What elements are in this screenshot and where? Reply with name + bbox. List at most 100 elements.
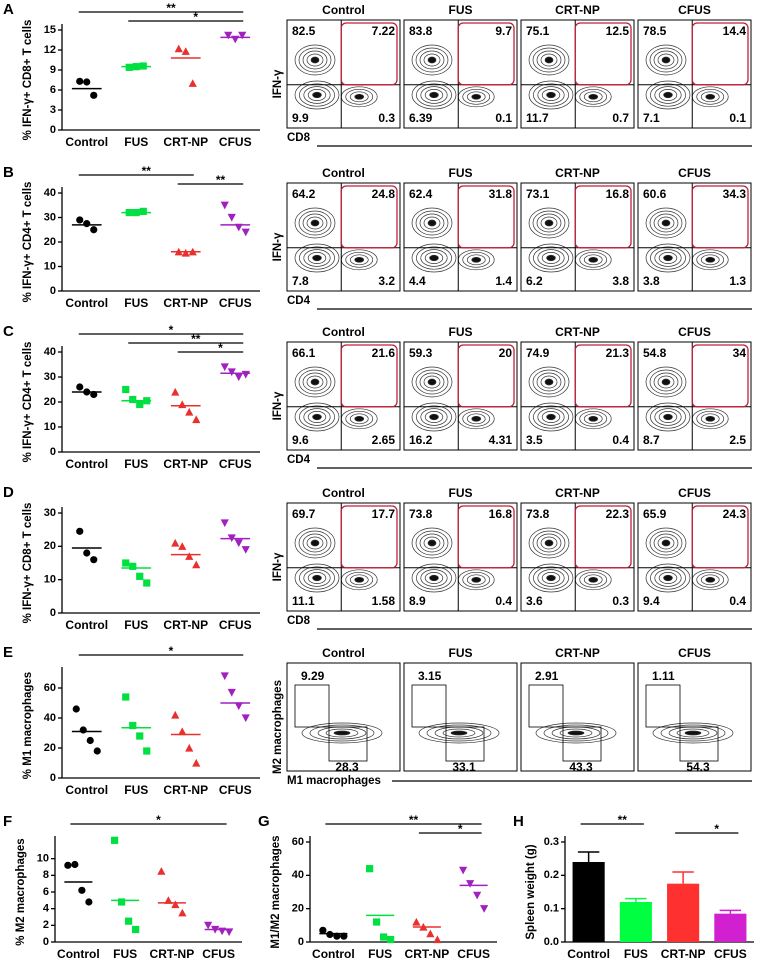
quadrant-value: 1.58 bbox=[372, 594, 396, 608]
contour bbox=[528, 207, 570, 239]
contour bbox=[423, 216, 441, 230]
data-point bbox=[238, 31, 247, 40]
panel-letter: G bbox=[258, 813, 270, 830]
gate bbox=[340, 185, 398, 249]
contour bbox=[540, 375, 558, 389]
y-tick-label: 9 bbox=[50, 64, 56, 76]
contour bbox=[312, 91, 322, 99]
contour bbox=[645, 402, 691, 432]
flow-title: CRT-NP bbox=[555, 325, 600, 339]
data-point bbox=[122, 559, 130, 567]
contour bbox=[583, 91, 603, 103]
quadrant-value: 34.3 bbox=[723, 187, 747, 201]
gate-value: 28.3 bbox=[335, 760, 359, 774]
y-axis-label: M1/M2 macrophages bbox=[270, 835, 282, 948]
flow-box bbox=[637, 341, 752, 451]
data-point bbox=[204, 921, 213, 930]
contour bbox=[696, 571, 725, 588]
quadrant-value: 64.2 bbox=[292, 187, 316, 201]
data-point bbox=[326, 930, 334, 939]
data-point bbox=[122, 693, 130, 701]
quadrant-value: 34 bbox=[733, 346, 747, 360]
contour bbox=[354, 415, 365, 422]
contour bbox=[536, 213, 562, 233]
flow-box bbox=[520, 341, 635, 451]
x-tick-label: CFUS bbox=[457, 947, 490, 961]
data-point bbox=[129, 721, 137, 730]
quadrant-value: 21.6 bbox=[372, 346, 396, 360]
flow-box bbox=[403, 19, 518, 129]
contour bbox=[663, 254, 673, 262]
gate bbox=[340, 22, 398, 86]
flow-box bbox=[403, 341, 518, 451]
contour bbox=[299, 246, 335, 270]
panel-letter: C bbox=[3, 323, 14, 340]
contour bbox=[312, 254, 322, 262]
contour bbox=[654, 569, 682, 587]
contour bbox=[657, 375, 675, 389]
contour bbox=[650, 83, 686, 107]
y-tick-label: 20 bbox=[44, 540, 56, 552]
quadrant-value: 1.4 bbox=[495, 274, 512, 288]
data-point bbox=[473, 891, 482, 900]
contour bbox=[583, 254, 603, 266]
contour bbox=[312, 413, 322, 421]
contour bbox=[418, 722, 500, 744]
y-tick-label: 0.2 bbox=[544, 869, 559, 881]
contour bbox=[299, 566, 335, 590]
flow-title: FUS bbox=[449, 486, 473, 500]
data-point bbox=[139, 207, 147, 215]
contour bbox=[450, 730, 468, 736]
quadrant-value: 11.1 bbox=[292, 594, 315, 608]
data-point bbox=[373, 918, 381, 926]
data-point bbox=[220, 672, 229, 681]
x-tick-label: FUS bbox=[368, 947, 392, 961]
gate bbox=[457, 22, 515, 86]
contour bbox=[579, 571, 608, 588]
contour bbox=[583, 413, 603, 425]
y-tick-label: 0.3 bbox=[544, 836, 559, 848]
contour bbox=[416, 246, 452, 270]
contour bbox=[579, 88, 608, 105]
x-tick-label: CFUS bbox=[219, 135, 252, 149]
contour bbox=[663, 413, 673, 421]
contour bbox=[536, 50, 562, 70]
contour bbox=[306, 216, 324, 230]
contour bbox=[301, 722, 383, 744]
contour bbox=[676, 728, 710, 738]
quadrant-value: 3.8 bbox=[612, 274, 629, 288]
contour bbox=[298, 210, 332, 236]
y-tick-label: 10 bbox=[44, 574, 56, 586]
significance-label: ** bbox=[166, 1, 176, 15]
y-tick-label: 40 bbox=[44, 712, 56, 724]
contour bbox=[349, 413, 369, 425]
contour bbox=[536, 372, 562, 392]
quadrant-value: 6.39 bbox=[409, 111, 433, 125]
contour bbox=[696, 410, 725, 427]
quadrant-value: 59.3 bbox=[409, 346, 433, 360]
contour bbox=[540, 53, 558, 67]
y-tick-label: 0 bbox=[298, 936, 304, 948]
gate-value: 33.1 bbox=[452, 760, 476, 774]
x-tick-label: CRT-NP bbox=[163, 618, 208, 632]
contour bbox=[544, 56, 554, 64]
contour bbox=[299, 405, 335, 429]
contour bbox=[471, 256, 482, 263]
data-point bbox=[234, 373, 243, 382]
x-tick-label: CFUS bbox=[219, 783, 252, 797]
y-tick-label: 0 bbox=[50, 285, 56, 297]
flow-box bbox=[637, 19, 752, 129]
quadrant-value: 24.8 bbox=[372, 187, 396, 201]
quadrant-value: 0.7 bbox=[612, 111, 629, 125]
gate-value: 9.29 bbox=[301, 669, 325, 683]
y-tick-label: 40 bbox=[44, 346, 56, 358]
contour bbox=[528, 527, 570, 559]
contour bbox=[649, 47, 683, 73]
flow-box bbox=[520, 182, 635, 292]
quadrant-value: 9.4 bbox=[643, 594, 660, 608]
y-tick-label: 30 bbox=[44, 507, 56, 519]
flow-x-label: CD4 bbox=[287, 454, 311, 466]
contour bbox=[528, 402, 574, 432]
contour bbox=[661, 539, 671, 547]
flow-title: FUS bbox=[449, 646, 473, 660]
